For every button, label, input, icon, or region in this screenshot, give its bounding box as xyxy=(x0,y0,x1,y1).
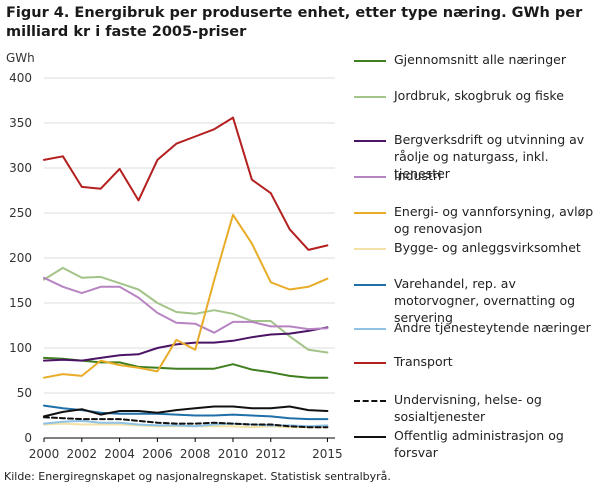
legend-swatch xyxy=(354,248,386,250)
legend-item: Gjennomsnitt alle næringer xyxy=(354,51,604,87)
legend-swatch xyxy=(354,362,386,364)
legend-item: Bygge- og anleggsvirksomhet xyxy=(354,239,604,275)
y-tick-label: 400 xyxy=(9,71,32,85)
legend-swatch xyxy=(354,328,386,330)
legend-swatch xyxy=(354,212,386,214)
y-tick-label: 250 xyxy=(9,206,32,220)
x-tick-label: 2008 xyxy=(180,447,211,461)
legend-swatch xyxy=(354,176,386,178)
x-tick-label: 2010 xyxy=(218,447,249,461)
legend-label: Bergverksdrift og utvinning av råolje og… xyxy=(394,132,585,181)
series-line-0 xyxy=(43,356,329,379)
legend-label: Energi- og vannforsyning, avløp og renov… xyxy=(394,204,594,236)
y-tick-label: 150 xyxy=(9,296,32,310)
legend-label: Bygge- og anleggsvirksomhet xyxy=(394,240,581,255)
y-axis-label: GWh xyxy=(6,51,35,65)
series-lines xyxy=(43,116,329,429)
x-tick-labels: 2000 2002 2004 2006 2008 2010 2012 2015 xyxy=(29,438,343,461)
legend-label: Industri xyxy=(394,168,442,183)
series-line-4 xyxy=(43,213,329,379)
series-line-10 xyxy=(43,405,329,418)
legend-label: Andre tjenesteytende næringer xyxy=(394,320,591,335)
legend-item: Varehandel, rep. av motorvogner, overnat… xyxy=(354,275,604,325)
legend-swatch xyxy=(354,140,386,142)
legend-swatch xyxy=(354,60,386,62)
y-tick-label: 300 xyxy=(9,161,32,175)
series-line-8 xyxy=(43,116,329,251)
legend-swatch xyxy=(354,96,386,98)
y-tick-label: 50 xyxy=(17,386,32,400)
x-tick-label: 2012 xyxy=(255,447,286,461)
legend-label: Varehandel, rep. av motorvogner, overnat… xyxy=(394,276,576,325)
legend-item: Andre tjenesteytende næringer xyxy=(354,319,604,355)
x-tick-label: 2015 xyxy=(312,447,343,461)
y-tick-label: 350 xyxy=(9,116,32,130)
x-tick-label: 2002 xyxy=(67,447,98,461)
legend-label: Transport xyxy=(394,354,453,369)
series-line-1 xyxy=(43,266,329,354)
legend-swatch xyxy=(354,284,386,286)
legend-item: Jordbruk, skogbruk og fiske xyxy=(354,87,604,123)
y-tick-labels: 0 50 100 150 200 250 300 350 400 xyxy=(9,71,32,445)
x-tick-label: 2004 xyxy=(104,447,135,461)
series-line-9 xyxy=(43,416,329,429)
y-tick-label: 200 xyxy=(9,251,32,265)
series-line-2 xyxy=(43,326,329,362)
source-note: Kilde: Energiregnskapet og nasjonalregns… xyxy=(4,470,391,483)
legend-label: Gjennomsnitt alle næringer xyxy=(394,52,566,67)
chart-title: Figur 4. Energibruk per produserte enhet… xyxy=(6,5,583,40)
legend-item: Undervisning, helse- og sosialtjenester xyxy=(354,391,604,427)
legend-item: Offentlig administrasjon og forsvar xyxy=(354,427,604,463)
legend-label: Undervisning, helse- og sosialtjenester xyxy=(394,392,542,424)
y-tick-label: 0 xyxy=(24,431,32,445)
gridlines xyxy=(44,77,335,439)
x-tick-label: 2000 xyxy=(29,447,60,461)
legend-item: Energi- og vannforsyning, avløp og renov… xyxy=(354,203,604,239)
legend-item: Industri xyxy=(354,167,604,203)
legend-swatch xyxy=(354,400,386,402)
legend-swatch xyxy=(354,436,386,438)
legend-item: Bergverksdrift og utvinning av råolje og… xyxy=(354,131,604,181)
legend-item: Transport xyxy=(354,353,604,389)
legend-label: Offentlig administrasjon og forsvar xyxy=(394,428,564,460)
legend-label: Jordbruk, skogbruk og fiske xyxy=(394,88,564,103)
series-line-3 xyxy=(43,276,329,334)
x-tick-label: 2006 xyxy=(142,447,173,461)
y-tick-label: 100 xyxy=(9,341,32,355)
